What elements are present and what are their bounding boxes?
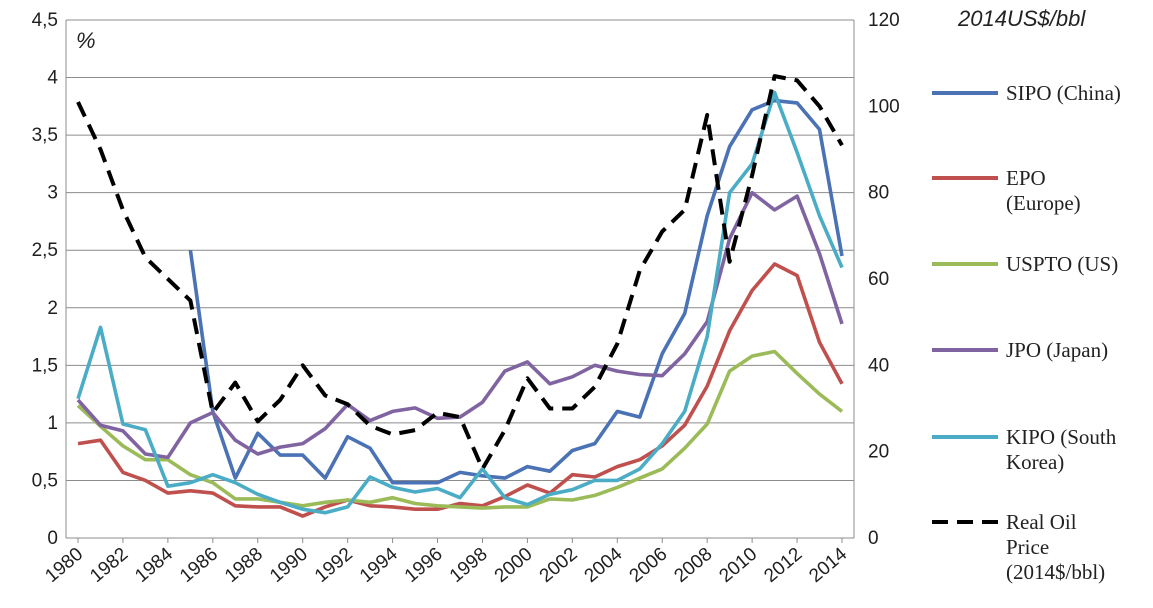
left-y-tick-label: 1,5 <box>32 355 58 376</box>
x-tick-label: 1990 <box>266 544 312 587</box>
legend-label-5: (2014$/bbl) <box>1006 560 1105 584</box>
left-axis-unit-label: % <box>76 28 96 53</box>
left-y-tick-label: 4,5 <box>32 10 58 31</box>
left-y-tick-label: 0 <box>47 528 58 549</box>
left-y-tick-label: 0,5 <box>32 470 58 491</box>
right-y-tick-label: 80 <box>868 183 889 204</box>
series-line-4 <box>76 90 844 515</box>
x-tick-label: 2014 <box>805 543 851 587</box>
left-y-tick-label: 2 <box>47 298 58 319</box>
series-line-0 <box>188 98 844 485</box>
left-y-tick-label: 4 <box>47 68 58 89</box>
series-line-2 <box>76 349 844 510</box>
left-y-tick-label: 3,5 <box>32 125 58 146</box>
grid-lines <box>66 19 854 481</box>
x-tick-label: 1994 <box>356 543 402 587</box>
x-tick-label: 1984 <box>131 543 177 587</box>
x-tick-label: 2010 <box>715 544 761 587</box>
x-tick-label: 2002 <box>536 544 582 587</box>
x-tick-label: 1998 <box>446 544 492 587</box>
right-axis-unit-label: 2014US$/bbl <box>957 6 1086 31</box>
series-line-3 <box>76 190 844 460</box>
series-line-1 <box>77 262 844 518</box>
x-tick-label: 2012 <box>760 544 806 587</box>
right-y-tick-label: 0 <box>868 528 879 549</box>
x-tick-label: 1988 <box>221 544 267 587</box>
legend-label-5: Real Oil <box>1006 510 1077 534</box>
series-line-5 <box>76 74 844 471</box>
legend-label-4: KIPO (South <box>1006 425 1117 449</box>
legend-label-3: JPO (Japan) <box>1006 338 1108 362</box>
x-tick-label: 2000 <box>491 544 537 587</box>
legend-label-1: (Europe) <box>1006 191 1081 215</box>
legend-label-2: USPTO (US) <box>1006 252 1118 276</box>
legend-label-4: Korea) <box>1006 450 1064 474</box>
x-tick-label: 1980 <box>41 544 87 587</box>
series-lines <box>76 74 844 518</box>
x-tick-label: 1986 <box>176 544 222 587</box>
left-y-tick-label: 2,5 <box>32 240 58 261</box>
left-y-tick-label: 1 <box>47 413 58 434</box>
legend-label-1: EPO <box>1006 166 1046 190</box>
right-y-tick-label: 40 <box>868 355 889 376</box>
right-y-tick-label: 120 <box>868 10 900 31</box>
x-tick-label: 2006 <box>626 544 672 587</box>
x-tick-label: 1996 <box>401 544 447 587</box>
left-y-tick-label: 3 <box>47 183 58 204</box>
x-tick-label: 1982 <box>86 544 132 587</box>
right-y-tick-label: 20 <box>868 442 889 463</box>
legend-label-0: SIPO (China) <box>1006 81 1121 105</box>
x-tick-label: 2008 <box>671 544 717 587</box>
x-tick-label: 2004 <box>581 543 627 587</box>
right-y-tick-label: 60 <box>868 269 889 290</box>
x-tick-label: 1992 <box>311 544 357 587</box>
legend: SIPO (China) EPO(Europe) USPTO (US) JPO (Ja… <box>932 81 1121 584</box>
right-y-tick-label: 100 <box>868 96 900 117</box>
legend-label-5: Price <box>1006 535 1049 559</box>
